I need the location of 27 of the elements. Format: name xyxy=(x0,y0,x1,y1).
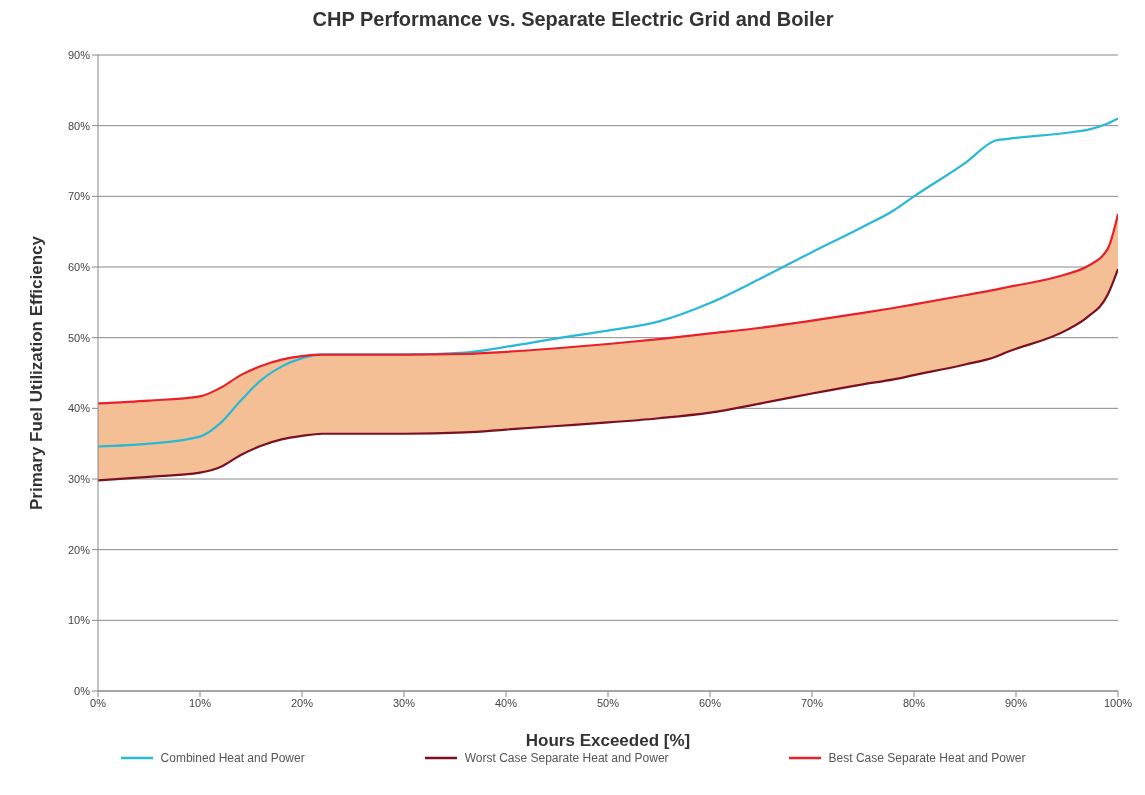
x-tick-label: 0% xyxy=(90,696,107,709)
y-tick-label: 20% xyxy=(67,543,91,556)
y-axis-title: Primary Fuel Utilization Efficiency xyxy=(27,235,47,510)
y-tick-label: 80% xyxy=(67,119,91,132)
x-tick-label: 90% xyxy=(1004,696,1028,709)
x-tick-label: 80% xyxy=(902,696,926,709)
y-tick-label: 60% xyxy=(67,260,91,273)
y-tick-label: 90% xyxy=(67,48,91,61)
y-tick-label: 50% xyxy=(67,331,91,344)
x-axis-title: Hours Exceeded [%] xyxy=(525,731,691,750)
x-tick-label: 100% xyxy=(1103,696,1133,709)
y-tick-label: 10% xyxy=(67,614,91,627)
legend-label: Combined Heat and Power xyxy=(159,751,305,765)
y-tick-label: 30% xyxy=(67,472,91,485)
x-tick-label: 10% xyxy=(188,696,212,709)
x-tick-label: 20% xyxy=(290,696,314,709)
chart-title: CHP Performance vs. Separate Electric Grid and Boiler xyxy=(311,8,835,31)
y-tick-label: 40% xyxy=(67,402,91,415)
legend-label: Worst Case Separate Heat and Power xyxy=(463,751,669,765)
x-tick-label: 40% xyxy=(494,696,518,709)
legend-label: Best Case Separate Heat and Power xyxy=(827,751,1026,765)
x-tick-label: 50% xyxy=(596,696,620,709)
x-tick-label: 60% xyxy=(698,696,722,709)
y-tick-label: 70% xyxy=(67,190,91,203)
x-tick-label: 70% xyxy=(800,696,824,709)
y-tick-label: 0% xyxy=(74,684,91,697)
x-tick-label: 30% xyxy=(392,696,416,709)
